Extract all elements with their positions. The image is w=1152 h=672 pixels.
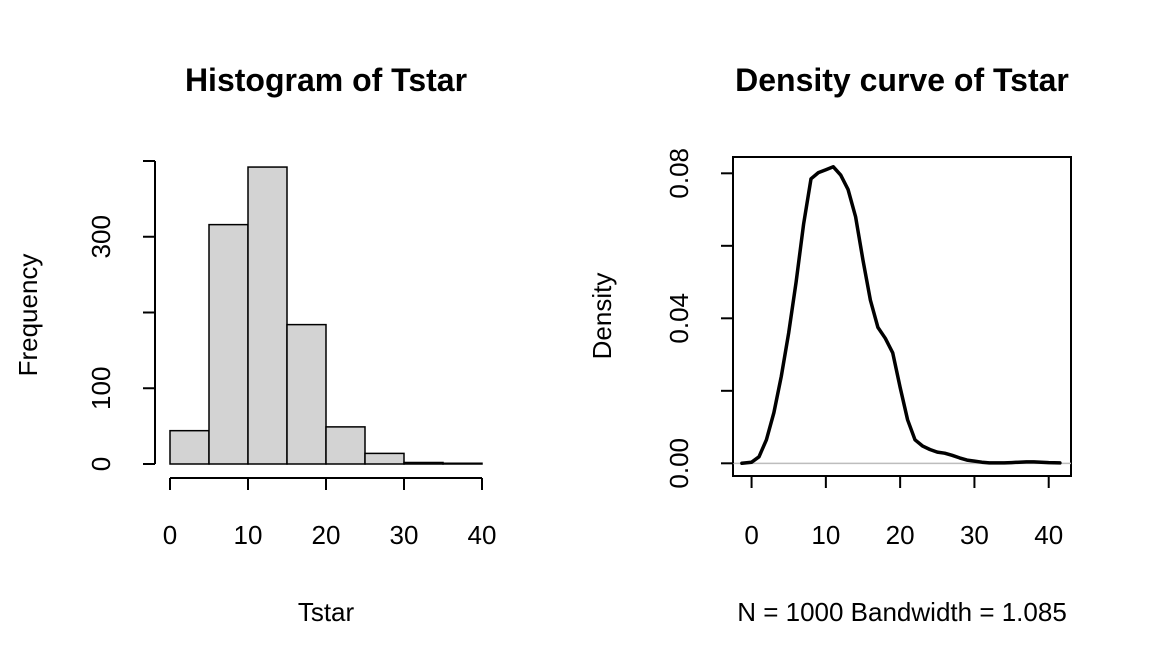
density-point-36	[1011, 462, 1013, 464]
density-curve-line	[742, 167, 1060, 464]
histogram-bar-6	[404, 462, 443, 464]
histogram-bar-1	[209, 225, 248, 464]
histogram-bar-0	[170, 431, 209, 464]
density-point-26	[936, 451, 938, 453]
density-point-5	[780, 376, 782, 378]
density-x-tick-label-30: 30	[960, 520, 989, 550]
density-point-18	[877, 327, 879, 329]
histogram-y-tick-label-300: 300	[86, 215, 116, 258]
density-x-tick-label-20: 20	[886, 520, 915, 550]
density-x-axis: 0 10 20 30 40	[744, 476, 1063, 550]
density-point-8	[803, 223, 805, 225]
density-point-31	[974, 460, 976, 462]
density-y-axis: 0.00 0.04 0.08	[664, 148, 733, 489]
density-plot-frame	[733, 157, 1071, 476]
density-point-28	[951, 455, 953, 457]
density-point-4	[773, 412, 775, 414]
histogram-panel: Histogram of Tstar Tstar Frequency 0 10 20…	[13, 62, 496, 627]
density-point-6	[788, 332, 790, 334]
density-point-40	[1040, 461, 1042, 463]
density-x-tick-label-0: 0	[744, 520, 758, 550]
density-y-tick-label-0_08: 0.08	[664, 148, 694, 199]
density-point-30	[966, 459, 968, 461]
histogram-x-axis: 0 10 20 30 40	[163, 478, 497, 550]
density-point-9	[810, 178, 812, 180]
histogram-y-tick-label-100: 100	[86, 367, 116, 410]
histogram-bar-2	[248, 167, 287, 464]
histogram-bar-3	[287, 325, 326, 464]
histogram-x-tick-label-0: 0	[163, 520, 177, 550]
density-title: Density curve of Tstar	[735, 62, 1069, 98]
density-point-33	[988, 462, 990, 464]
density-point-27	[944, 452, 946, 454]
density-point-10	[818, 172, 820, 174]
histogram-bars	[170, 167, 482, 464]
density-x-tick-label-40: 40	[1034, 520, 1063, 550]
density-point-39	[1033, 461, 1035, 463]
density-point-3	[766, 439, 768, 441]
density-point-25	[929, 449, 931, 451]
density-x-tick-label-10: 10	[811, 520, 840, 550]
histogram-bar-4	[326, 427, 365, 464]
density-point-22	[907, 419, 909, 421]
density-point-24	[922, 445, 924, 447]
density-point-29	[959, 457, 961, 459]
histogram-x-tick-label-40: 40	[468, 520, 497, 550]
density-point-21	[899, 386, 901, 388]
histogram-y-tick-label-0: 0	[86, 457, 116, 471]
density-point-13	[840, 174, 842, 176]
histogram-y-axis: 0 100 300	[86, 161, 155, 471]
density-point-23	[914, 439, 916, 441]
density-point-12	[832, 166, 834, 168]
density-point-11	[825, 169, 827, 171]
histogram-bar-7	[443, 463, 482, 464]
density-point-15	[855, 216, 857, 218]
density-point-38	[1026, 461, 1028, 463]
density-point-1	[751, 461, 753, 463]
density-point-0	[741, 463, 743, 465]
histogram-x-tick-label-20: 20	[312, 520, 341, 550]
density-point-7	[795, 281, 797, 283]
density-point-32	[981, 461, 983, 463]
density-x-axis-label: N = 1000 Bandwidth = 1.085	[737, 597, 1067, 627]
density-point-20	[892, 352, 894, 354]
density-y-tick-label-0: 0.00	[664, 438, 694, 489]
density-point-35	[1003, 462, 1005, 464]
histogram-title: Histogram of Tstar	[185, 62, 467, 98]
density-point-37	[1018, 461, 1020, 463]
histogram-x-tick-label-30: 30	[390, 520, 419, 550]
density-point-2	[758, 456, 760, 458]
density-y-axis-label: Density	[587, 273, 617, 360]
density-point-16	[862, 260, 864, 262]
density-panel: Density curve of Tstar N = 1000 Bandwidt…	[587, 62, 1071, 627]
histogram-x-axis-label: Tstar	[298, 597, 355, 627]
density-point-14	[847, 189, 849, 191]
density-point-17	[870, 299, 872, 301]
density-point-42	[1059, 462, 1061, 464]
histogram-x-tick-label-10: 10	[234, 520, 263, 550]
density-y-tick-label-0_04: 0.04	[664, 293, 694, 344]
histogram-y-axis-label: Frequency	[13, 254, 43, 377]
density-point-41	[1048, 462, 1050, 464]
density-point-34	[996, 462, 998, 464]
density-plot-area	[733, 166, 1071, 464]
density-point-19	[884, 337, 886, 339]
histogram-bar-5	[365, 453, 404, 464]
